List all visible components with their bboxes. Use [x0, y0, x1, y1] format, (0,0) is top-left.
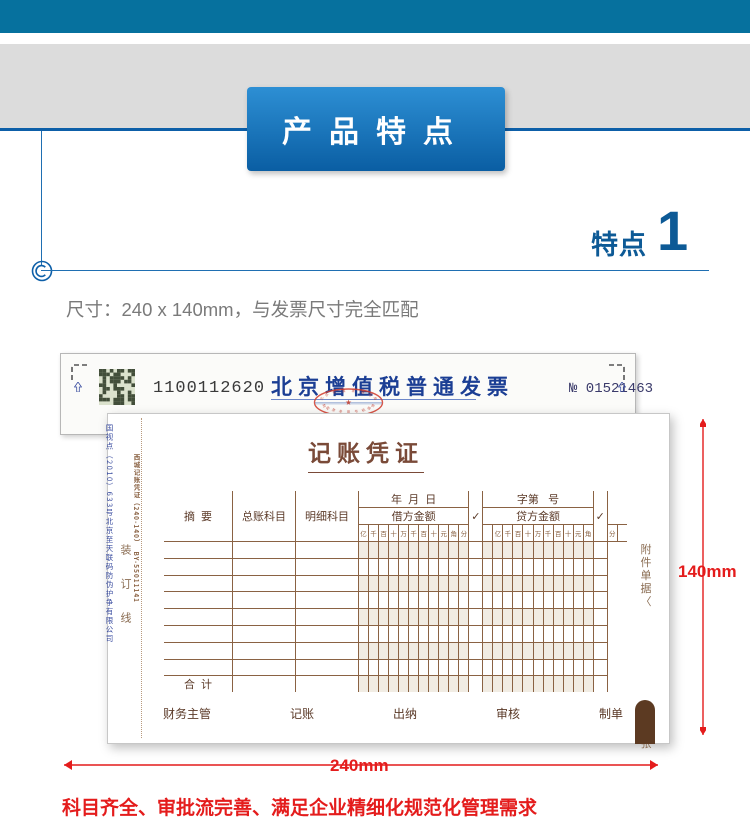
svg-text:家: 家	[351, 388, 356, 394]
svg-text:税: 税	[360, 407, 366, 413]
svg-text:局: 局	[373, 396, 379, 401]
